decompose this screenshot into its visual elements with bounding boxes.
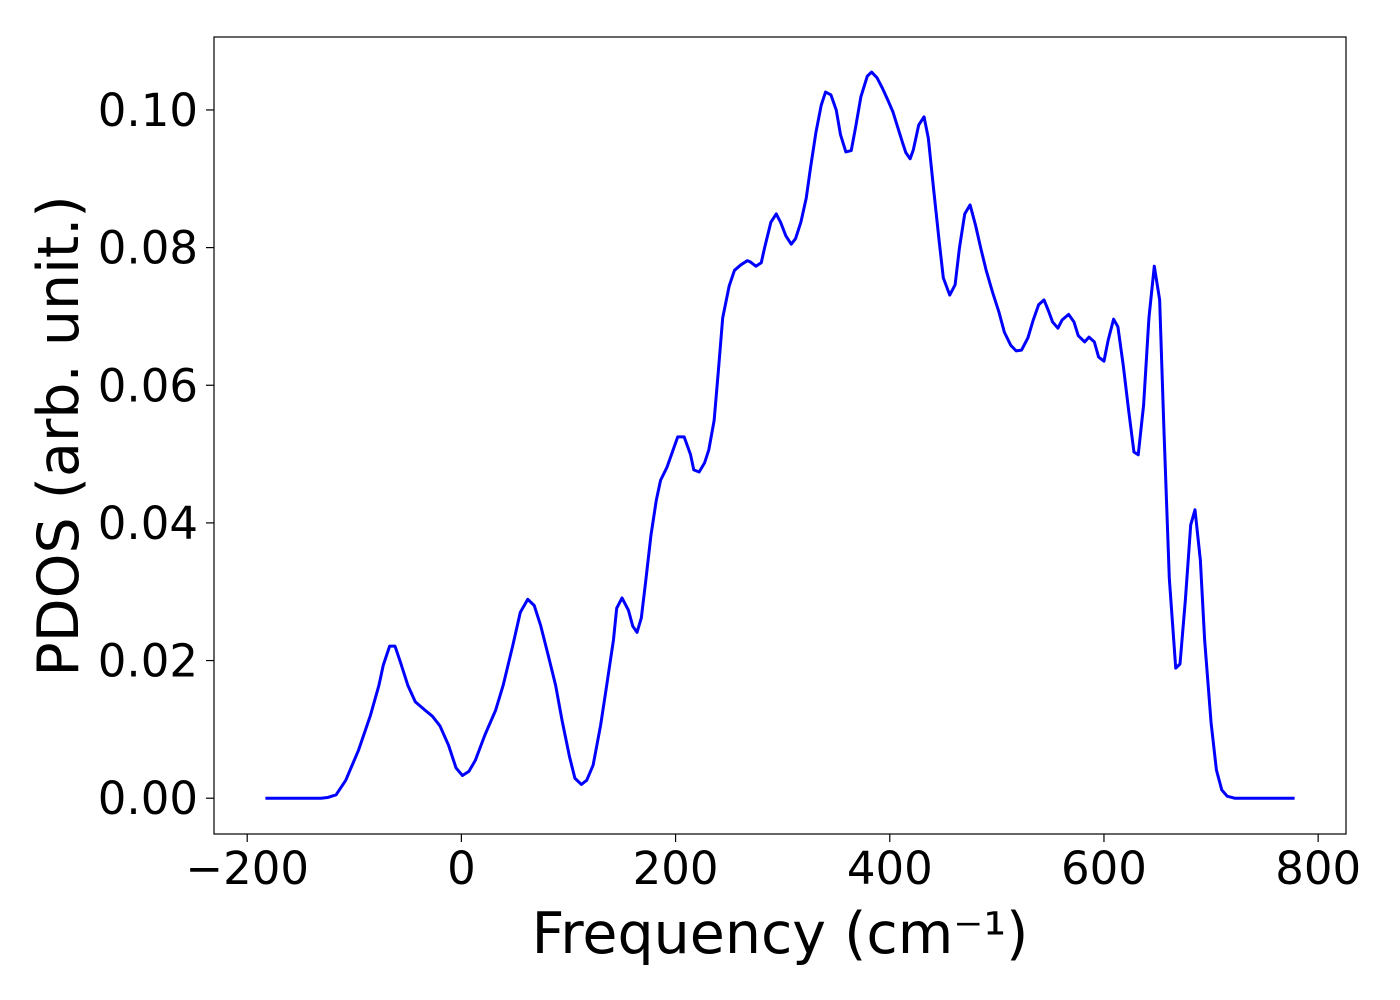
y-tick-label: 0.06 [98, 359, 198, 412]
y-tick-label: 0.10 [98, 84, 198, 137]
y-tick-label: 0.08 [98, 222, 198, 275]
x-axis-label: Frequency (cm⁻¹) [532, 901, 1029, 967]
x-tick-label: 200 [633, 842, 719, 895]
x-tick-label: 400 [847, 842, 933, 895]
plot-frame [213, 36, 1347, 835]
y-axis-label: PDOS (arb. unit.) [26, 195, 92, 676]
x-tick-label: 800 [1275, 842, 1361, 895]
x-tick-label: 600 [1061, 842, 1147, 895]
x-tick-label: 0 [447, 842, 476, 895]
line-series [265, 70, 1295, 800]
y-tick-label: 0.00 [98, 772, 198, 825]
x-tick-label: −200 [185, 842, 309, 895]
y-tick-label: 0.02 [98, 635, 198, 688]
y-tick-label: 0.04 [98, 497, 198, 550]
